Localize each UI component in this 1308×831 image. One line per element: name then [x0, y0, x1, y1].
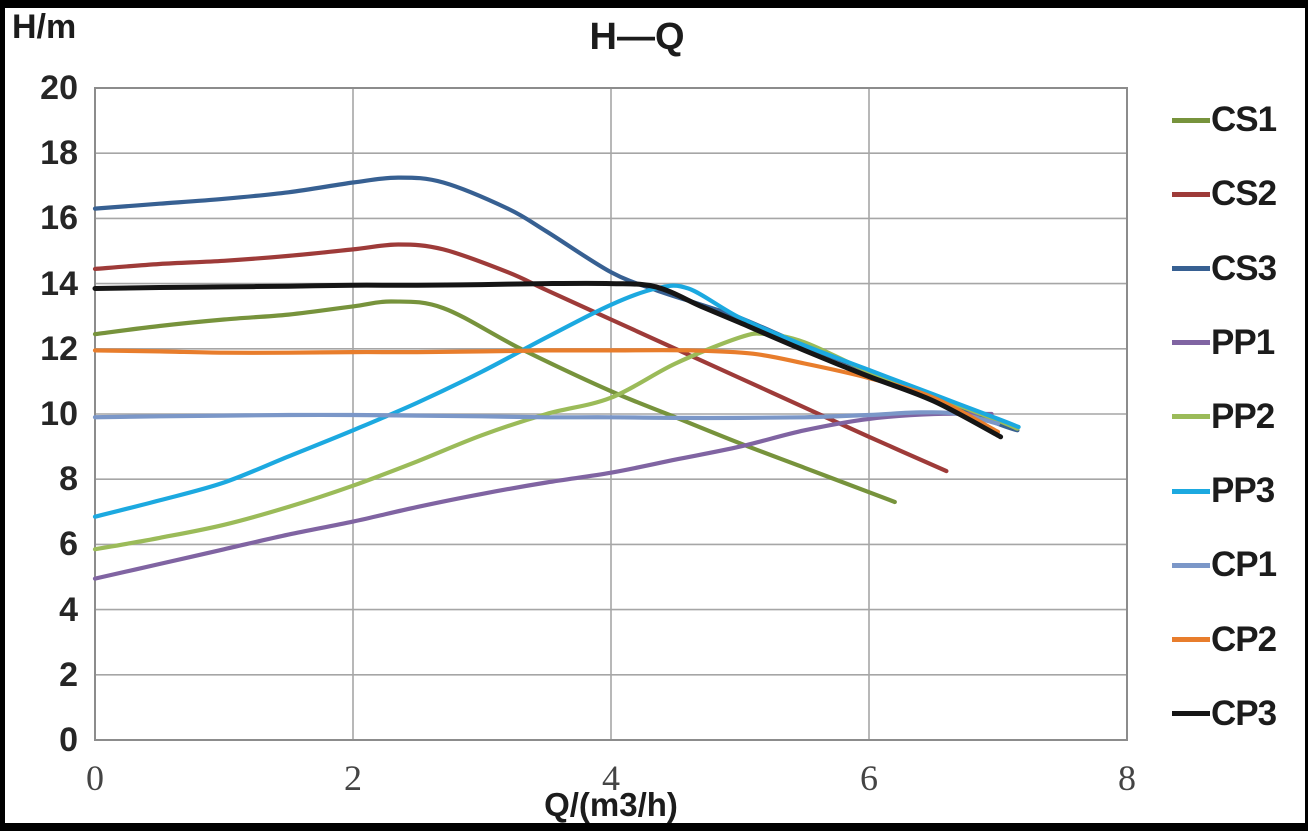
y-axis-tick-label: 6 [59, 525, 78, 564]
y-axis-tick-label: 0 [59, 721, 78, 759]
x-axis-tick-label: 2 [344, 758, 362, 798]
x-axis-tick-label: 0 [86, 758, 104, 798]
legend-item-CS3: CS3 [1172, 231, 1304, 305]
legend-item-CP3: CP3 [1172, 677, 1304, 751]
x-axis-tick-label: 6 [860, 758, 878, 798]
y-axis-tick-label: 20 [40, 69, 78, 107]
legend-line-swatch [1172, 414, 1210, 420]
y-axis-tick-label: 4 [59, 590, 78, 629]
legend-label: CP3 [1211, 693, 1277, 733]
legend-label: CS2 [1211, 174, 1277, 214]
legend-line-swatch [1172, 266, 1210, 272]
y-axis-title: H/m [12, 8, 77, 46]
y-axis-tick-label: 10 [40, 395, 78, 433]
series-line-CS1 [92, 299, 897, 505]
legend-item-CS2: CS2 [1172, 157, 1304, 231]
series-line-CP3 [92, 280, 1004, 440]
legend-item-PP3: PP3 [1172, 454, 1304, 528]
legend-item-CS1: CS1 [1172, 83, 1304, 157]
y-axis-tick-label: 16 [40, 199, 78, 238]
y-axis-tick-label: 18 [40, 134, 78, 173]
series-line-CP1 [92, 410, 1001, 426]
legend-item-PP1: PP1 [1172, 306, 1304, 380]
legend-line-swatch [1172, 340, 1210, 346]
legend-label: CP1 [1211, 545, 1277, 585]
series-line-CS3 [92, 175, 1020, 433]
x-axis-title: Q/(m3/h) [544, 786, 678, 823]
legend-item-PP2: PP2 [1172, 380, 1304, 454]
legend-label: CS3 [1211, 248, 1277, 288]
legend-label: PP1 [1211, 322, 1275, 362]
legend-label: CS1 [1211, 100, 1277, 140]
x-axis-tick-label: 4 [602, 758, 620, 798]
legend-line-swatch [1172, 117, 1210, 123]
legend-line-swatch [1172, 711, 1210, 717]
y-axis-tick-label: 8 [59, 460, 78, 499]
chart-legend: CS1 CS2 CS3 PP1 PP2 PP3 CP1 CP2 CP3 [1172, 83, 1304, 751]
y-axis-tick-label: 14 [40, 264, 78, 303]
x-axis-tick-label: 8 [1118, 758, 1136, 798]
legend-label: PP3 [1211, 471, 1275, 511]
legend-line-swatch [1172, 488, 1210, 494]
legend-line-swatch [1172, 562, 1210, 568]
y-axis-tick-label: 12 [40, 329, 78, 368]
plot-border [94, 87, 1128, 741]
series-line-CP2 [92, 348, 1001, 434]
series-line-CS2 [92, 242, 949, 474]
series-line-PP1 [92, 411, 994, 581]
y-axis-tick-label: 2 [59, 655, 78, 694]
legend-label: CP2 [1211, 619, 1277, 659]
legend-line-swatch [1172, 637, 1210, 643]
series-line-PP3 [92, 283, 1021, 519]
legend-item-CP2: CP2 [1172, 603, 1304, 677]
chart-title: H—Q [589, 16, 685, 58]
legend-item-CP1: CP1 [1172, 528, 1304, 602]
legend-line-swatch [1172, 191, 1210, 197]
legend-label: PP2 [1211, 396, 1275, 436]
